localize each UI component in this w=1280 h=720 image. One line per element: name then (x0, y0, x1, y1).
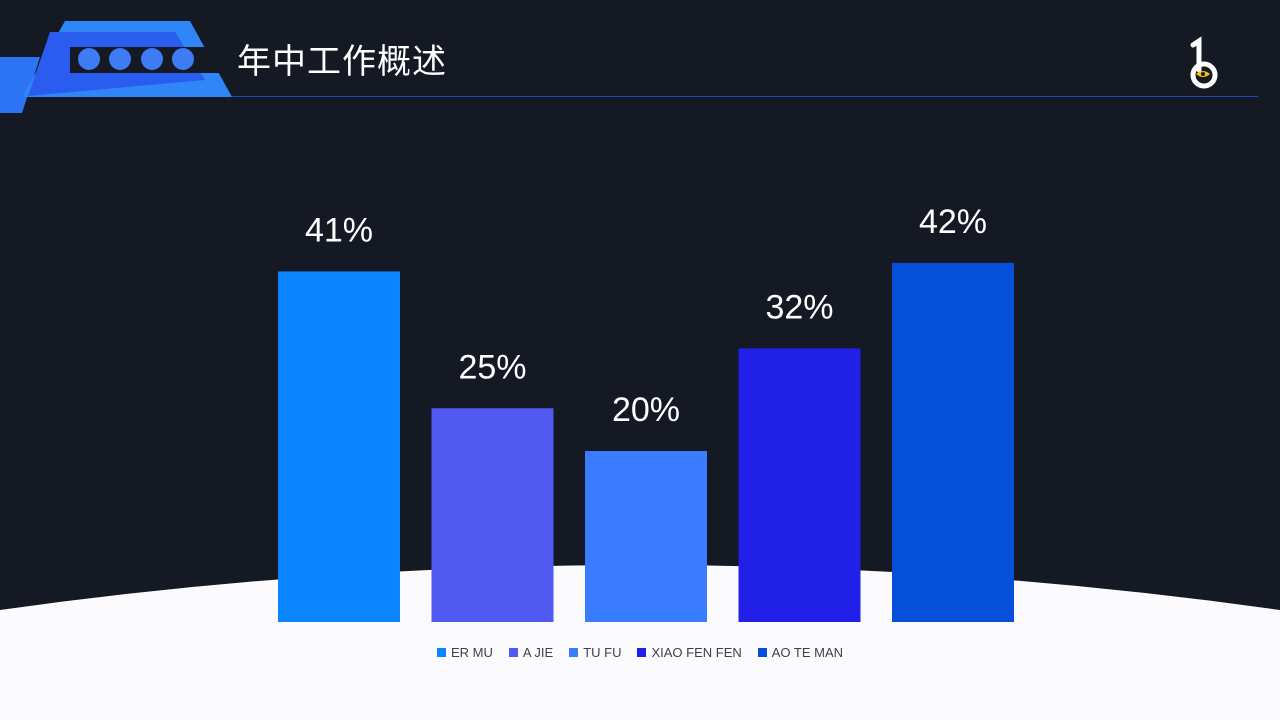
legend-swatch (757, 648, 767, 657)
legend-item: TU FU (569, 645, 621, 660)
legend-item: XIAO FEN FEN (637, 645, 742, 660)
legend-item: A JIE (508, 645, 554, 660)
legend-swatch (569, 648, 579, 657)
title-underline (232, 96, 1258, 97)
legend-label: AO TE MAN (771, 645, 844, 660)
data-label: 32% (765, 288, 833, 326)
legend-swatch (436, 648, 446, 657)
dot-1 (78, 48, 100, 70)
legend-item: AO TE MAN (757, 645, 844, 660)
legend-label: A JIE (522, 645, 554, 660)
bar-xiao-fen-fen (738, 348, 861, 622)
legend-swatch (508, 648, 518, 657)
data-label-group: 41% 25% 20% 32% 42% (305, 203, 987, 429)
legend-label: XIAO FEN FEN (651, 645, 742, 660)
legend-item: ER MU (436, 645, 493, 660)
bar-er-mu (278, 271, 400, 622)
data-label: 25% (458, 348, 526, 386)
page-title: 年中工作概述 (237, 42, 447, 82)
bar-tu-fu (585, 451, 707, 622)
legend-label: ER MU (450, 645, 493, 660)
header-dots (78, 48, 194, 70)
bar-group (278, 262, 1014, 622)
legend-label: TU FU (583, 645, 622, 660)
data-label: 42% (919, 203, 987, 241)
dot-3 (141, 48, 163, 70)
data-label: 41% (305, 211, 373, 249)
bar-ao-te-man (892, 262, 1014, 622)
dot-4 (172, 48, 194, 70)
b-monogram-logo-icon (1190, 36, 1218, 89)
bar-a-jie (431, 408, 554, 622)
chart-legend: ER MU A JIE TU FU XIAO FEN FEN AO TE MAN (0, 645, 1280, 660)
dot-2 (109, 48, 131, 70)
data-label: 20% (612, 391, 680, 429)
legend-swatch (637, 648, 647, 657)
